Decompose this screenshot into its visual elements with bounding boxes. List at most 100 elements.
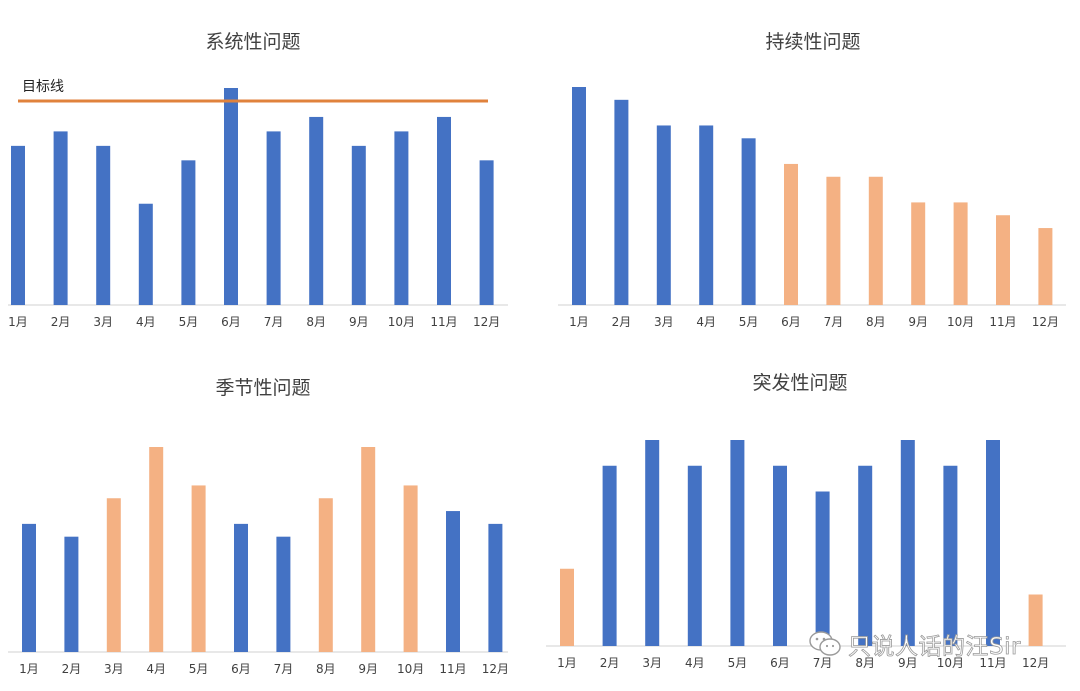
bar-12	[488, 523, 503, 652]
x-tick-label: 2月	[600, 656, 620, 670]
x-tick-label: 6月	[231, 662, 251, 676]
x-tick-label: 12月	[1032, 315, 1059, 329]
chart-title: 季节性问题	[215, 377, 310, 399]
bar-12	[479, 160, 494, 305]
bar-5	[741, 138, 756, 305]
x-tick-label: 12月	[482, 662, 509, 676]
bar-11	[986, 440, 1000, 646]
x-tick-label: 7月	[274, 662, 294, 676]
x-tick-label: 8月	[866, 315, 886, 329]
x-tick-label: 5月	[179, 315, 199, 329]
bar-10	[953, 202, 968, 305]
bar-9	[351, 145, 366, 305]
x-tick-label: 6月	[770, 656, 790, 670]
x-tick-label: 8月	[855, 656, 875, 670]
bar-6	[224, 88, 238, 305]
x-tick-label: 7月	[813, 656, 833, 670]
bar-6	[773, 465, 787, 646]
x-tick-label: 4月	[696, 315, 716, 329]
x-tick-label: 10月	[388, 315, 415, 329]
bar-12	[1038, 228, 1053, 305]
x-tick-label: 3月	[104, 662, 124, 676]
chart-title: 系统性问题	[205, 31, 300, 53]
target-line-label: 目标线	[22, 79, 64, 95]
bar-3	[106, 498, 121, 652]
x-tick-label: 11月	[439, 662, 466, 676]
bar-1	[22, 523, 36, 652]
x-tick-label: 11月	[979, 656, 1006, 670]
bar-7	[815, 491, 830, 646]
x-tick-label: 8月	[316, 662, 336, 676]
bar-8	[309, 116, 324, 305]
x-tick-label: 2月	[51, 315, 71, 329]
x-tick-label: 3月	[93, 315, 113, 329]
chart-systematic-issues: 系统性问题 1月 2月 3月 4月 5月 6月 7月 8月 9月 10月 11月 12月 目标线	[8, 31, 508, 329]
bar-11	[446, 511, 460, 652]
bar-7	[826, 176, 841, 305]
bar-6	[784, 163, 798, 305]
bar-9	[911, 202, 926, 305]
chart-title: 突发性问题	[752, 372, 847, 394]
bar-1	[572, 87, 586, 305]
x-tick-label: 1月	[19, 662, 39, 676]
x-tick-label: 4月	[146, 662, 166, 676]
x-tick-label: 9月	[349, 315, 369, 329]
bar-2	[64, 536, 79, 652]
bar-1	[11, 145, 25, 305]
x-tick-label: 10月	[947, 315, 974, 329]
x-tick-label: 1月	[8, 315, 28, 329]
bar-10	[943, 465, 958, 646]
x-tick-label: 2月	[612, 315, 632, 329]
bar-10	[394, 131, 409, 305]
bar-11	[437, 116, 451, 305]
bar-3	[645, 440, 660, 646]
x-tick-label: 7月	[264, 315, 284, 329]
x-tick-label: 3月	[654, 315, 674, 329]
x-tick-label: 5月	[189, 662, 209, 676]
bar-4	[149, 447, 164, 652]
bar-9	[361, 447, 376, 652]
x-tick-label: 11月	[989, 315, 1016, 329]
bar-10	[403, 485, 418, 652]
x-tick-label: 3月	[642, 656, 662, 670]
bar-2	[602, 465, 617, 646]
bar-9	[900, 440, 915, 646]
x-tick-label: 9月	[358, 662, 378, 676]
bar-6	[234, 523, 248, 652]
bar-5	[191, 485, 206, 652]
wechat-icon	[809, 631, 841, 656]
x-tick-label: 2月	[62, 662, 82, 676]
x-tick-label: 12月	[473, 315, 500, 329]
bar-1	[560, 568, 574, 646]
watermark: 只说人话的汪Sir	[808, 628, 1021, 660]
x-tick-label: 10月	[937, 656, 964, 670]
watermark-text: 只说人话的汪Sir	[848, 634, 1021, 661]
x-tick-label: 8月	[306, 315, 326, 329]
x-tick-label: 6月	[221, 315, 241, 329]
bar-2	[53, 131, 68, 305]
x-tick-label: 4月	[136, 315, 156, 329]
bar-5	[181, 160, 196, 305]
bar-3	[656, 125, 671, 306]
x-tick-label: 4月	[685, 656, 705, 670]
x-tick-label: 6月	[781, 315, 801, 329]
bar-3	[96, 145, 111, 305]
bar-4	[687, 465, 702, 646]
bar-8	[318, 498, 333, 652]
chart-persistent-issues: 持续性问题 1月 2月 3月 4月 5月 6月 7月 8月 9月 10月 11月 12月	[558, 31, 1066, 329]
x-tick-label: 1月	[557, 656, 577, 670]
bar-5	[730, 440, 745, 646]
bar-2	[614, 99, 629, 305]
x-tick-label: 7月	[824, 315, 844, 329]
x-tick-label: 9月	[908, 315, 928, 329]
x-tick-label: 1月	[569, 315, 589, 329]
bar-7	[276, 536, 291, 652]
chart-sudden-issues: 突发性问题 1月 2月 3月 4月 5月 6月 7月 8月 9月 10月 11月 12月	[546, 372, 1066, 670]
bar-12	[1028, 594, 1043, 646]
x-tick-label: 12月	[1022, 656, 1049, 670]
bar-8	[868, 176, 883, 305]
bar-11	[996, 215, 1010, 305]
x-tick-label: 5月	[739, 315, 759, 329]
bar-8	[858, 465, 873, 646]
